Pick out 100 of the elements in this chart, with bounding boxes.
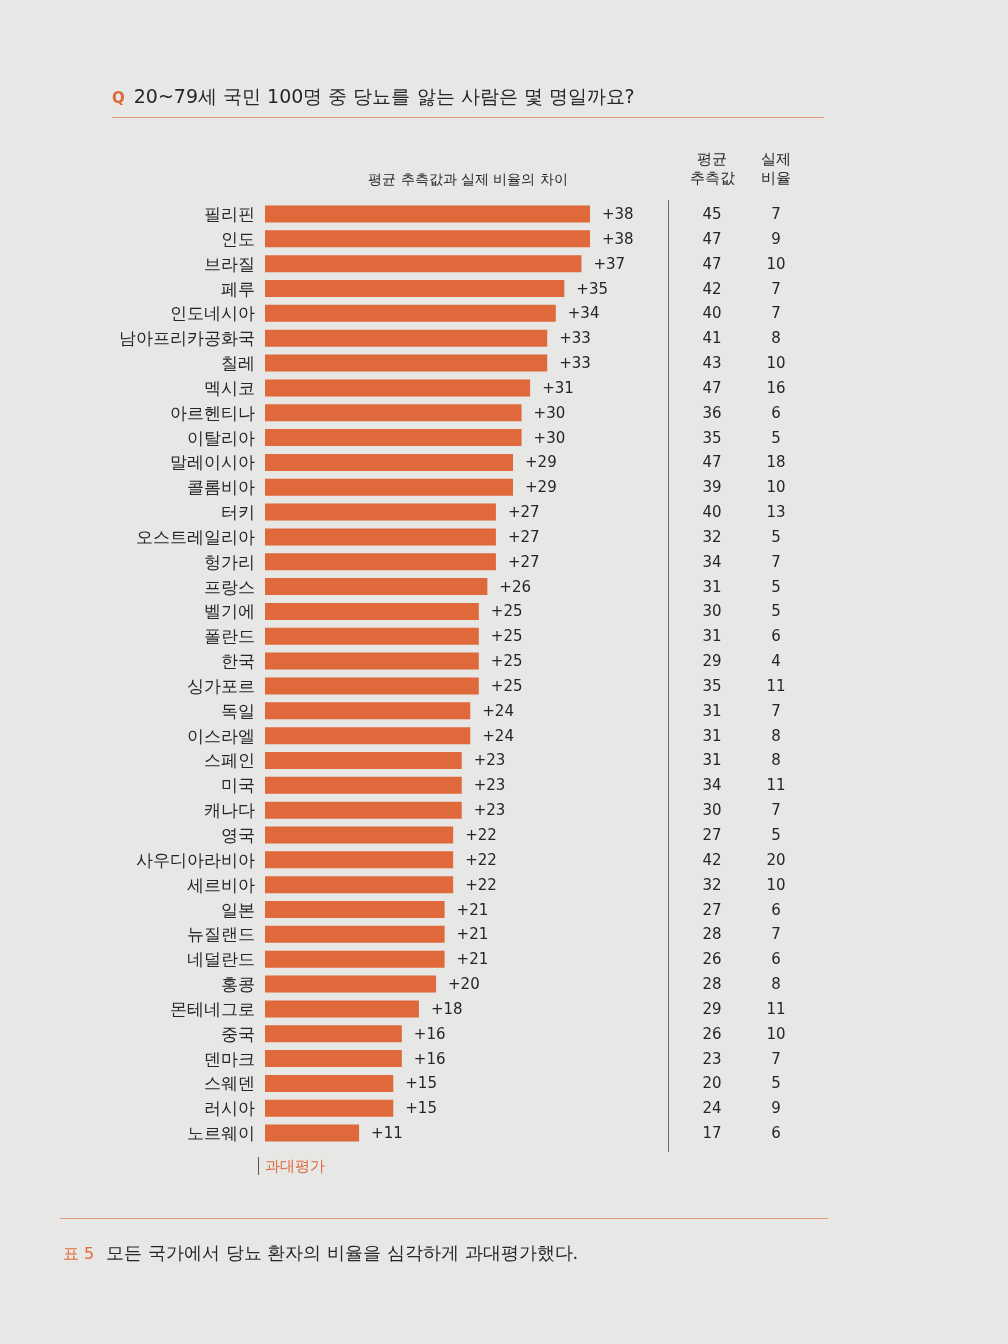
data-label: 6	[770, 402, 782, 423]
data-label: 40	[701, 303, 723, 324]
data-label: +24	[482, 726, 514, 745]
bar	[265, 528, 496, 546]
data-label: 7	[770, 551, 782, 572]
bar	[265, 801, 462, 819]
data-label: 7	[770, 303, 782, 324]
data-label: +27	[507, 527, 540, 546]
y-tick-label: 필리핀	[204, 204, 255, 224]
bar	[265, 379, 531, 397]
data-label: +37	[593, 254, 626, 273]
y-tick-label: 덴마크	[204, 1048, 255, 1069]
data-label: 20	[701, 1073, 723, 1094]
data-label: 10	[765, 253, 787, 274]
data-label: +23	[473, 776, 506, 795]
bar	[265, 876, 454, 894]
data-label: +29	[525, 453, 557, 472]
data-label: 16	[765, 377, 787, 398]
data-label: 5	[770, 576, 782, 597]
data-label: +21	[456, 950, 489, 969]
data-label: 43	[701, 353, 723, 374]
text: 모든 국가에서 당뇨 환자의 비율을 심각하게 과대평가했다.	[106, 1242, 579, 1263]
data-label: +33	[559, 329, 591, 348]
data-label: 42	[701, 278, 723, 299]
data-label: 8	[770, 974, 782, 995]
data-label: 26	[701, 949, 723, 970]
data-label: 8	[770, 750, 782, 771]
bar	[265, 751, 462, 769]
data-label: 30	[701, 601, 723, 622]
data-label: 11	[765, 675, 787, 696]
data-label: 5	[770, 601, 782, 622]
data-label: 31	[701, 725, 723, 746]
data-label: 40	[701, 502, 723, 523]
data-label: +22	[465, 850, 497, 869]
data-label: +16	[413, 1024, 446, 1043]
data-label: +15	[405, 1074, 437, 1093]
bar	[265, 404, 522, 422]
y-tick-label: 네덜란드	[187, 949, 255, 970]
bar	[265, 851, 454, 869]
data-label: 7	[770, 1048, 782, 1069]
y-tick-label: 싱가포르	[187, 675, 255, 696]
data-label: +33	[559, 354, 591, 373]
y-tick-label: 이탈리아	[187, 427, 255, 448]
y-tick-label: 독일	[221, 700, 255, 721]
y-tick-label: 중국	[221, 1023, 255, 1044]
y-tick-label: 미국	[221, 775, 255, 796]
bar	[265, 429, 522, 447]
data-label: +20	[448, 975, 480, 994]
bar	[265, 453, 514, 471]
data-label: 8	[770, 328, 782, 349]
text: 평균 추측값	[688, 150, 736, 188]
bar	[265, 255, 582, 273]
y-tick-label: 사우디아라비아	[136, 849, 255, 870]
data-label: 47	[701, 452, 723, 473]
bar	[265, 1050, 402, 1068]
data-label: 23	[701, 1048, 723, 1069]
data-label: 35	[701, 427, 723, 448]
chart-title: Q 20~79세 국민 100명 중 당뇨를 앓는 사람은 몇 명일까요?	[112, 85, 635, 107]
data-label: 36	[701, 402, 723, 423]
data-label: 31	[701, 700, 723, 721]
y-tick-label: 한국	[221, 651, 255, 672]
y-tick-label: 인도네시아	[170, 303, 255, 324]
data-label: 5	[770, 825, 782, 845]
data-label: +30	[533, 428, 566, 447]
y-tick-label: 스페인	[204, 750, 255, 771]
data-label: 31	[701, 750, 723, 771]
bar	[265, 329, 548, 347]
bar	[265, 304, 556, 322]
bar	[265, 1000, 419, 1018]
data-label: +21	[456, 925, 489, 944]
x-axis-title: 과대평가	[258, 1157, 325, 1175]
data-label: 24	[701, 1098, 723, 1119]
data-label: +15	[405, 1099, 437, 1118]
data-label: 6	[770, 1123, 782, 1144]
data-label: 11	[765, 775, 787, 796]
data-label: 5	[770, 1073, 782, 1094]
data-label: 7	[770, 924, 782, 945]
y-tick-label: 오스트레일리아	[136, 526, 255, 547]
bar	[265, 975, 437, 993]
data-label: +35	[576, 279, 608, 298]
data-label: 27	[701, 899, 723, 920]
data-label: 20	[765, 849, 787, 870]
data-label: 45	[701, 204, 723, 224]
data-label: +18	[430, 999, 463, 1018]
bar	[265, 602, 479, 620]
data-label: 17	[701, 1123, 723, 1144]
data-label: 10	[765, 874, 787, 895]
data-label: +27	[507, 552, 540, 571]
data-label: 34	[701, 551, 723, 572]
data-label: 35	[701, 675, 723, 696]
bar	[265, 205, 590, 223]
data-label: 31	[701, 576, 723, 597]
data-label: 11	[765, 998, 787, 1019]
data-label: 5	[770, 427, 782, 448]
y-tick-label: 아르헨티나	[170, 402, 255, 423]
data-label: +25	[490, 602, 523, 621]
y-tick-label: 몬테네그로	[170, 998, 255, 1019]
data-label: 32	[701, 526, 723, 547]
y-tick-label: 인도	[221, 228, 255, 249]
data-label: +25	[490, 652, 523, 671]
